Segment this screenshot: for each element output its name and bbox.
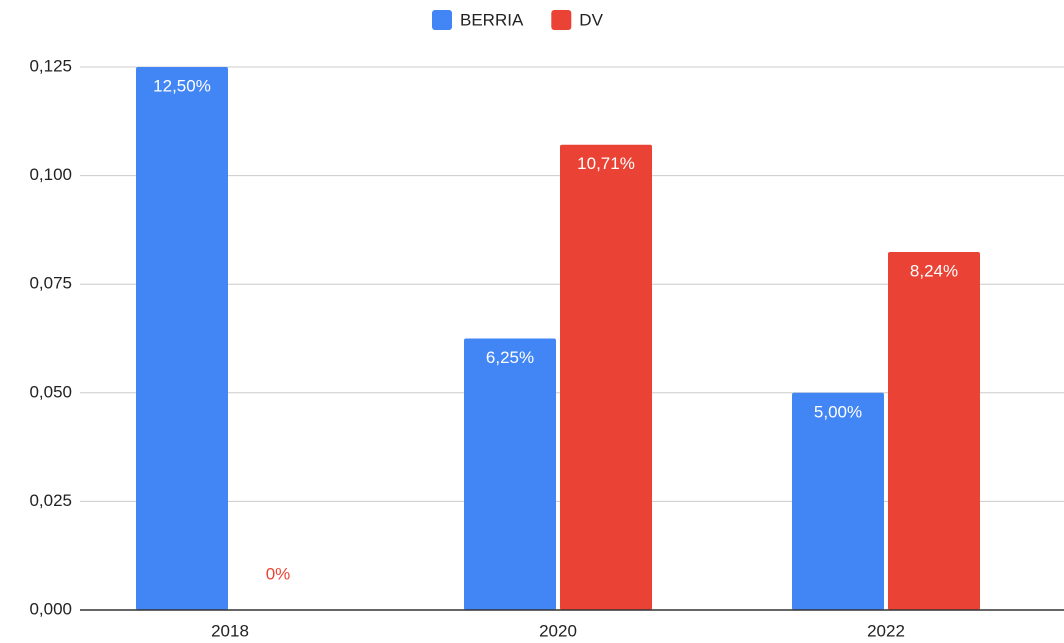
bar — [792, 392, 884, 610]
data-label: 8,24% — [910, 262, 958, 281]
data-label: 6,25% — [486, 348, 534, 367]
legend-label: BERRIA — [460, 10, 524, 29]
y-tick-label: 0,000 — [29, 599, 72, 618]
y-tick-label: 0,100 — [29, 165, 72, 184]
x-tick-label: 2018 — [211, 621, 249, 640]
bar — [888, 252, 980, 611]
x-tick-label: 2020 — [539, 621, 577, 640]
bar — [464, 338, 556, 610]
bar — [560, 144, 652, 610]
data-label: 10,71% — [577, 154, 635, 173]
data-label: 12,50% — [153, 76, 211, 95]
legend-label: DV — [579, 10, 603, 29]
y-tick-label: 0,050 — [29, 382, 72, 401]
x-tick-label: 2022 — [867, 621, 905, 640]
data-label: 5,00% — [814, 402, 862, 421]
y-tick-label: 0,025 — [29, 491, 72, 510]
legend-swatch — [432, 10, 452, 30]
y-tick-label: 0,075 — [29, 274, 72, 293]
bar — [136, 67, 228, 610]
data-label: 0% — [266, 564, 291, 583]
y-tick-label: 0,125 — [29, 56, 72, 75]
legend-swatch — [551, 10, 572, 30]
